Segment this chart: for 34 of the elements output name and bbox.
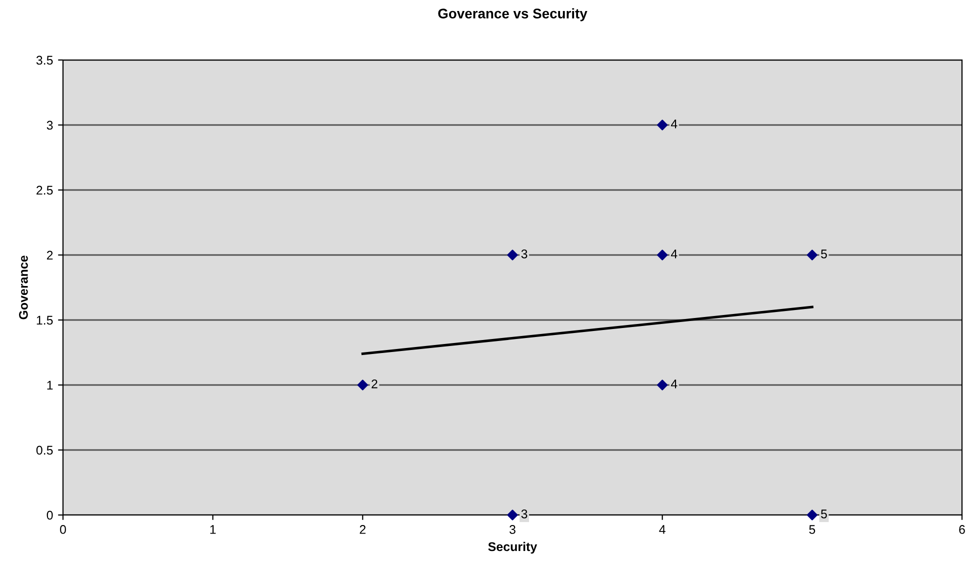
- y-tick-label: 1: [47, 380, 53, 390]
- point: [507, 250, 518, 260]
- x-tick-label: 3: [510, 525, 516, 534]
- x-tick-label: 0: [60, 525, 66, 534]
- point: [657, 120, 668, 130]
- y-tick-label: 2: [46, 250, 53, 260]
- annotation: 4: [670, 250, 678, 258]
- point: [657, 380, 668, 390]
- annotation: 2: [372, 380, 378, 388]
- chart-title: Goverance vs Security: [438, 8, 588, 22]
- x-tick-label: 2: [360, 525, 366, 534]
- x-tick-label: 1: [210, 525, 216, 534]
- x-axis-title: Security: [488, 542, 538, 554]
- y-tick-label: 3: [46, 120, 53, 130]
- point: [507, 510, 518, 520]
- annotation: 3: [521, 250, 528, 258]
- y-tick-label: 3.5: [36, 56, 53, 65]
- point: [806, 510, 818, 520]
- annotation: 3: [521, 510, 528, 518]
- annotation: 4: [670, 380, 678, 388]
- point: [806, 250, 818, 260]
- point: [657, 250, 668, 260]
- annotation: 5: [821, 510, 827, 518]
- x-tick-label: 6: [959, 525, 965, 534]
- point: [357, 380, 368, 390]
- y-axis-title: Goverance: [19, 256, 28, 320]
- annotation: 5: [821, 250, 827, 258]
- y-tick-label: 0.5: [36, 446, 53, 455]
- annotation: 4: [670, 120, 678, 128]
- y-tick-label: 2.5: [36, 186, 53, 195]
- x-tick-label: 5: [809, 525, 816, 534]
- x-tick-label: 4: [659, 525, 666, 534]
- y-tick-label: 0: [46, 510, 53, 520]
- y-tick-label: 1.5: [36, 316, 53, 325]
